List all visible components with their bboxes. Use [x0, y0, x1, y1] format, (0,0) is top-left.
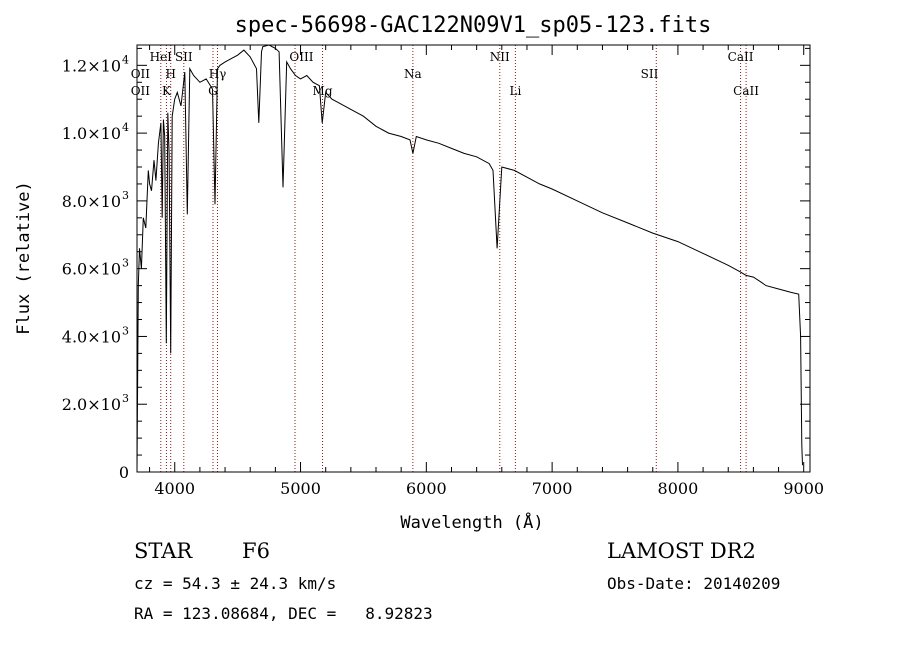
line-label: SII: [175, 50, 193, 64]
object-subclass: F6: [242, 539, 270, 563]
y-axis: 02.0×10 34.0×10 36.0×10 38.0×10 31.0×10 41.2×…: [62, 47, 810, 482]
spectrum-line: [136, 44, 803, 473]
observation-date: Obs-Date: 20140209: [607, 574, 781, 593]
x-tick-label: 8000: [658, 479, 699, 498]
survey-name: LAMOST DR2: [607, 539, 756, 563]
line-labels: OIIOIIHeIKHSIIHγGOIIIMgNaNIILiSIICaIICaI…: [131, 50, 760, 98]
x-tick-label: 5000: [280, 479, 321, 498]
y-tick-label: 1.2×10: [62, 56, 121, 75]
y-tick-label: 8.0×10: [62, 192, 121, 211]
x-axis: 4000 5000 6000 7000 8000 9000: [149, 45, 824, 498]
line-label: OII: [131, 67, 151, 81]
line-label: Mg: [313, 84, 333, 98]
line-label: K: [162, 84, 172, 98]
y-tick-label: 0: [119, 463, 129, 482]
object-class: STAR: [134, 539, 193, 563]
line-markers: [160, 45, 747, 472]
line-label: Na: [404, 67, 422, 81]
line-label: SII: [641, 67, 659, 81]
line-label: H: [165, 67, 175, 81]
y-tick-exponent: 3: [122, 392, 129, 405]
y-tick-label: 4.0×10: [62, 327, 121, 346]
plot-frame: [136, 44, 811, 473]
x-tick-label: 4000: [154, 479, 195, 498]
line-label: CaII: [733, 84, 759, 98]
chart-title: spec-56698-GAC122N09V1_sp05-123.fits: [235, 13, 712, 38]
y-tick-label: 1.0×10: [62, 124, 121, 143]
y-tick-label: 6.0×10: [62, 260, 121, 279]
y-axis-label: Flux (relative): [14, 181, 34, 335]
line-label: Li: [509, 84, 521, 98]
y-tick-exponent: 3: [122, 257, 129, 270]
redshift-cz: cz = 54.3 ± 24.3 km/s: [134, 574, 337, 593]
y-tick-exponent: 4: [122, 53, 129, 66]
coordinates: RA = 123.08684, DEC = 8.92823: [134, 604, 433, 623]
x-tick-label: 9000: [783, 479, 824, 498]
y-tick-label: 2.0×10: [62, 395, 121, 414]
line-label: HeI: [150, 50, 173, 64]
x-tick-label: 7000: [532, 479, 573, 498]
y-tick-exponent: 4: [122, 121, 129, 134]
line-label: OII: [131, 84, 151, 98]
line-label: CaII: [728, 50, 754, 64]
x-axis-label: Wavelength (Å): [400, 511, 543, 533]
x-tick-label: 6000: [406, 479, 447, 498]
line-label: OIII: [289, 50, 313, 64]
line-label: NII: [490, 50, 510, 64]
y-tick-exponent: 3: [122, 324, 129, 337]
y-tick-exponent: 3: [122, 189, 129, 202]
